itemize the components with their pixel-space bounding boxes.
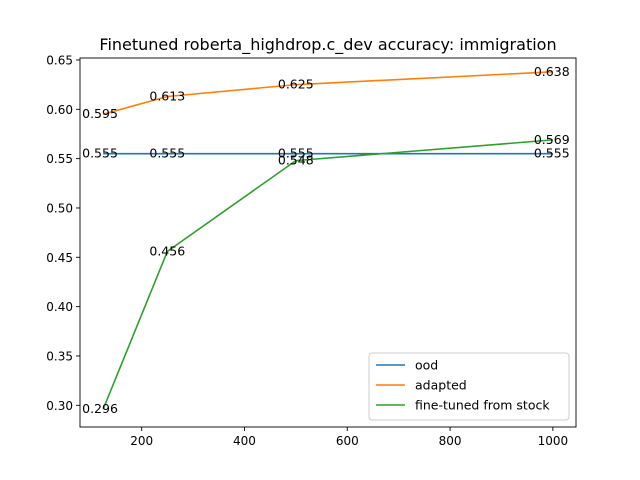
- y-tick-label: 0.35: [46, 349, 73, 363]
- axes-frame: [79, 57, 577, 428]
- plot-area: 200 400 600 800 1000 0.30 0.35 0.40 0.45 0.50 0.55…: [46, 53, 577, 448]
- chart-title: Finetuned roberta_highdrop.c_dev accurac…: [99, 35, 556, 55]
- data-label-fine-tuned-from-stock: 0.296: [82, 401, 118, 416]
- legend-label-adapted: adapted: [415, 378, 467, 393]
- legend-box: [368, 352, 570, 421]
- y-tick-label: 0.60: [46, 103, 73, 117]
- data-label-adapted: 0.613: [149, 88, 185, 103]
- y-tick-label: 0.45: [46, 251, 73, 265]
- x-tick-label: 1000: [538, 434, 569, 448]
- y-tick-label: 0.30: [46, 399, 73, 413]
- data-label-fine-tuned-from-stock: 0.569: [534, 132, 570, 147]
- legend-label-fine-tuned-from-stock: fine-tuned from stock: [415, 398, 550, 413]
- x-tick-label: 800: [439, 434, 462, 448]
- data-label-ood: 0.555: [278, 146, 314, 161]
- data-label-ood: 0.555: [534, 146, 570, 161]
- data-label-adapted: 0.638: [534, 64, 570, 79]
- series-line-fine-tuned-from-stock: [102, 139, 553, 410]
- legend-label-ood: ood: [415, 358, 438, 373]
- data-label-adapted: 0.625: [278, 77, 314, 92]
- y-tick-label: 0.40: [46, 300, 73, 314]
- y-tick-label: 0.50: [46, 201, 73, 215]
- data-label-fine-tuned-from-stock: 0.456: [149, 243, 185, 258]
- x-tick-label: 400: [233, 434, 256, 448]
- data-label-ood: 0.555: [82, 146, 118, 161]
- data-label-fine-tuned-from-stock: 0.548: [278, 153, 314, 168]
- legend: ood adapted fine-tuned from stock: [368, 352, 570, 421]
- data-label-ood: 0.555: [149, 146, 185, 161]
- y-tick-label: 0.55: [46, 152, 73, 166]
- data-label-adapted: 0.595: [82, 106, 118, 121]
- series-line-adapted: [102, 71, 553, 116]
- y-tick-label: 0.65: [46, 53, 73, 67]
- x-tick-label: 600: [336, 434, 359, 448]
- x-tick-label: 200: [130, 434, 153, 448]
